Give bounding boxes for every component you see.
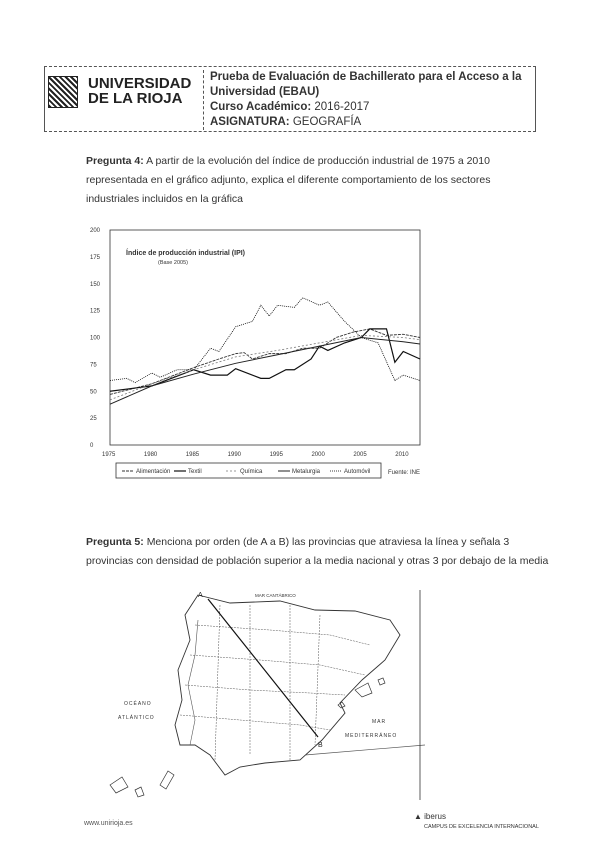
balearic-islands: [337, 677, 386, 709]
iberian-peninsula-outline: [174, 594, 401, 776]
x-tick-label: 2005: [353, 452, 367, 458]
africa-coast: [304, 744, 426, 756]
portugal-border: [187, 619, 199, 746]
x-tick-label: 1975: [102, 452, 116, 458]
series-line-metalurgia: [109, 336, 421, 405]
ipi-chart: Índice de producción industrial (IPI) (B…: [90, 228, 421, 479]
series-line-textil: [109, 328, 421, 392]
iberus-subtitle: CAMPUS DE EXCELENCIA INTERNACIONAL: [424, 824, 539, 830]
y-tick-label: 175: [90, 255, 101, 261]
university-line1: UNIVERSIDAD: [88, 75, 192, 92]
series-line-alimentación: [109, 328, 421, 395]
x-tick-label: 2010: [395, 452, 409, 458]
sea-north-label: MAR CANTÁBRICO: [255, 592, 296, 598]
question-4: Pregunta 4: A partir de la evolución del…: [86, 152, 546, 209]
sea-east-label-1: MAR: [372, 719, 386, 725]
series-line-automóvil: [109, 297, 421, 384]
iberus-logo-text: iberus: [424, 812, 446, 821]
university-logo-icon: [48, 76, 78, 108]
question-5: Pregunta 5: Menciona por orden (de A a B…: [86, 533, 556, 571]
legend-item: Textil: [188, 469, 202, 475]
question-5-label: Pregunta 5:: [86, 536, 144, 548]
line-a-to-b: [207, 598, 319, 738]
point-b-label: B: [318, 742, 323, 749]
university-name: UNIVERSIDAD DE LA RIOJA: [88, 76, 191, 106]
x-tick-label: 1995: [270, 452, 284, 458]
y-tick-label: 75: [90, 362, 97, 368]
y-tick-label: 0: [90, 443, 94, 449]
legend-box: [115, 462, 382, 479]
plot-area: [109, 229, 421, 446]
chart-source: Fuente: INE: [388, 470, 420, 476]
series-line-química: [109, 334, 421, 401]
question-4-text: A partir de la evolución del índice de p…: [86, 155, 491, 205]
question-4-label: Pregunta 4:: [86, 155, 144, 167]
ocean-label-1: OCÉANO: [124, 700, 152, 707]
course-label: Curso Académico:: [210, 101, 312, 113]
course-value: 2016-2017: [314, 101, 370, 113]
point-a-label: A: [198, 592, 203, 599]
x-tick-label: 1980: [144, 452, 158, 458]
subject-value: GEOGRAFÍA: [292, 116, 362, 128]
ocean-label-2: ATLÁNTICO: [118, 714, 155, 721]
course: Curso Académico: 2016-2017: [210, 100, 530, 115]
exam-header: Prueba de Evaluación de Bachillerato par…: [210, 70, 530, 130]
header-box: [44, 66, 536, 132]
x-tick-label: 2000: [311, 452, 325, 458]
university-line2: DE LA RIOJA: [88, 90, 183, 107]
legend-item: Química: [240, 469, 263, 475]
legend-item: Metalurgia: [292, 469, 321, 475]
x-tick-label: 1990: [228, 452, 242, 458]
y-tick-label: 125: [90, 309, 101, 315]
footer-url[interactable]: www.unirioja.es: [84, 820, 133, 827]
spain-provinces-map: A B MAR CANTÁBRICO OCÉANO ATLÁNTICO MAR …: [109, 590, 426, 800]
question-5-text: Menciona por orden (de A a B) las provin…: [86, 536, 549, 567]
legend-item: Alimentación: [136, 469, 170, 475]
leaf-icon: ▲: [414, 812, 422, 821]
y-tick-label: 25: [90, 416, 97, 422]
y-tick-label: 100: [90, 336, 101, 342]
chart-title: Índice de producción industrial (IPI): [126, 248, 245, 257]
y-tick-label: 50: [90, 389, 97, 395]
province-borders: [179, 604, 371, 761]
chart-subtitle: (Base 2005): [158, 260, 188, 266]
subject-label: ASIGNATURA:: [210, 116, 290, 128]
header-divider: [203, 70, 204, 130]
canary-islands: [109, 770, 175, 798]
sea-east-label-2: MEDITERRÁNEO: [345, 732, 397, 739]
x-tick-label: 1985: [186, 452, 200, 458]
legend-item: Automóvil: [344, 469, 370, 475]
iberus-logo: ▲ iberus: [414, 812, 446, 821]
subject: ASIGNATURA: GEOGRAFÍA: [210, 115, 530, 130]
y-tick-label: 150: [90, 282, 101, 288]
y-tick-label: 200: [90, 228, 101, 234]
exam-title: Prueba de Evaluación de Bachillerato par…: [210, 71, 522, 98]
